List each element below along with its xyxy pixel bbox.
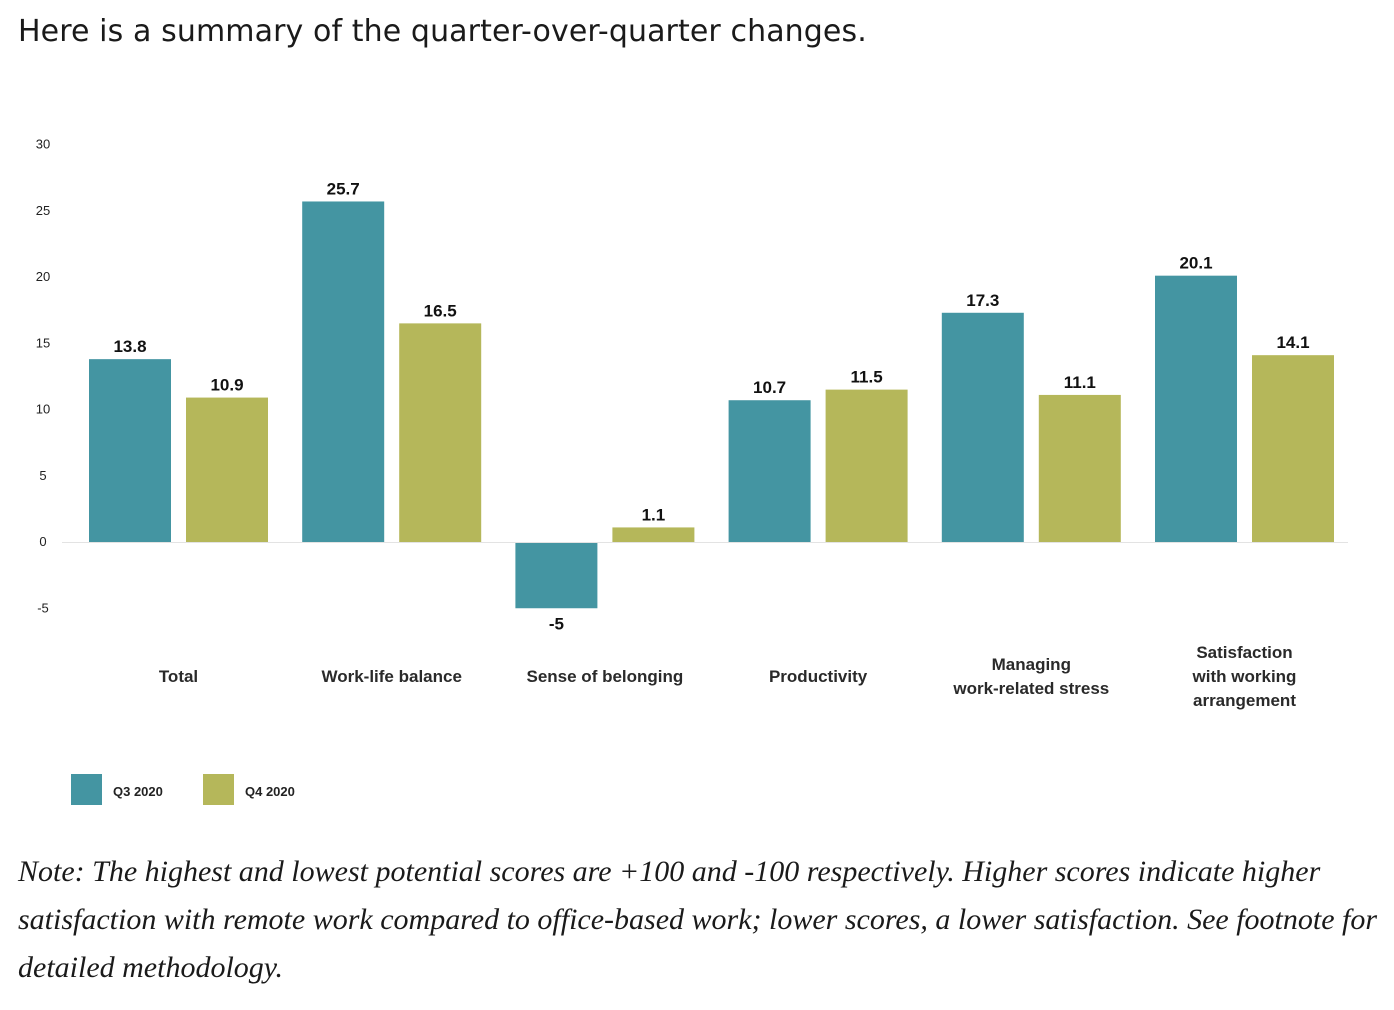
y-tick-label: 30 (36, 137, 50, 152)
category-label: Satisfaction with working arrangement (1192, 643, 1297, 710)
category-label: Total (159, 667, 198, 686)
bar-value-label: 14.1 (1276, 333, 1309, 352)
bar-value-label: 13.8 (113, 337, 146, 356)
bar (1155, 275, 1237, 542)
bar-value-label: 10.7 (753, 378, 786, 397)
category-label: Work-life balance (321, 667, 461, 686)
legend-label: Q4 2020 (245, 784, 295, 799)
bar (612, 527, 695, 542)
legend-label: Q3 2020 (113, 784, 163, 799)
category-label: Sense of belonging (527, 667, 684, 686)
category-label: Productivity (769, 667, 868, 686)
x-axis-category-labels: Total Work-life balance Sense of belonging… (159, 643, 1297, 710)
bar (186, 397, 268, 542)
bar-value-label: 20.1 (1179, 254, 1212, 273)
chart-legend: Q3 2020 Q4 2020 (71, 774, 295, 805)
category-label: Managing work-related stress (952, 655, 1109, 698)
y-tick-label: 10 (36, 402, 50, 417)
y-tick-label: 0 (39, 534, 46, 549)
bar-series (89, 201, 1334, 609)
legend-swatch (71, 774, 102, 805)
bar-value-label: 11.5 (851, 368, 883, 387)
y-tick-label: 5 (39, 468, 46, 483)
bar (1252, 355, 1334, 542)
data-labels: 13.8 25.7 -5 10.7 17.3 20.1 10.9 16.5 1.1 11.5 11.… (113, 179, 1309, 633)
bar (825, 389, 908, 542)
bar-value-label: 16.5 (424, 301, 457, 320)
bar (399, 323, 482, 542)
chart-note: Note: The highest and lowest potential s… (18, 855, 1378, 984)
bar (1038, 394, 1121, 542)
y-tick-label: 15 (36, 335, 50, 350)
y-tick-label: 20 (36, 269, 50, 284)
bar-value-label: 11.1 (1064, 373, 1096, 392)
y-tick-label: 25 (36, 203, 50, 218)
y-axis-ticks: 30 25 20 15 10 5 0 -5 (36, 137, 50, 616)
bar (302, 201, 385, 542)
bar (728, 400, 811, 542)
legend-swatch (203, 774, 234, 805)
bar-value-label: 10.9 (210, 376, 243, 395)
bar-chart: 30 25 20 15 10 5 0 -5 13.8 25.7 -5 10.7 17.3 20.1 10.… (36, 137, 1348, 805)
bar-value-label: 25.7 (327, 179, 360, 198)
bar (941, 312, 1024, 542)
page-heading: Here is a summary of the quarter-over-qu… (18, 14, 867, 49)
bar-value-label: 17.3 (966, 291, 999, 310)
bar-value-label: 1.1 (642, 505, 666, 524)
bar (515, 542, 598, 609)
bar (89, 359, 171, 542)
bar-value-label: -5 (549, 614, 564, 633)
y-tick-label: -5 (37, 600, 49, 615)
